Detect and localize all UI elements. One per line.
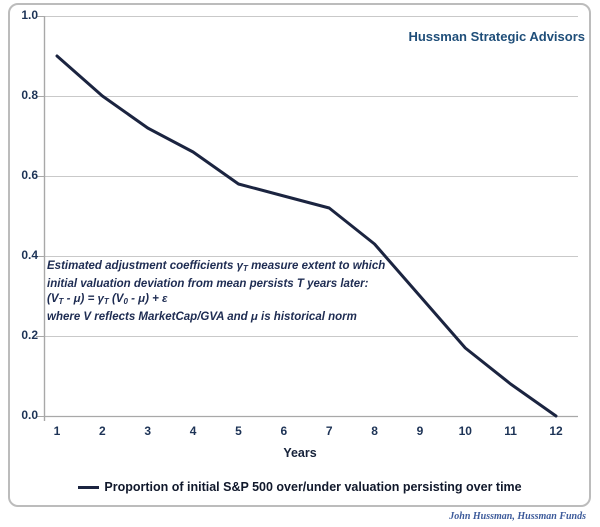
- y-tick-label: 0.8: [21, 88, 38, 102]
- x-tick-label: 5: [235, 424, 242, 438]
- chart-border: [8, 3, 591, 507]
- x-tick-label: 9: [416, 424, 424, 438]
- y-tick-label: 0.0: [21, 408, 38, 422]
- y-tick-label: 1.0: [21, 8, 38, 22]
- x-tick-label: 3: [144, 424, 152, 438]
- annotation-line: Estimated adjustment coefficients γT mea…: [47, 260, 386, 273]
- x-tick-label: 6: [280, 424, 288, 438]
- x-tick-label: 12: [549, 424, 563, 438]
- chart-legend: Proportion of initial S&P 500 over/under…: [0, 480, 600, 494]
- x-axis-title: Years: [283, 446, 317, 460]
- x-tick-label: 8: [371, 424, 378, 438]
- y-tick-label: 0.6: [21, 168, 38, 182]
- brand-label: Hussman Strategic Advisors: [408, 29, 585, 44]
- annotation-text: Estimated adjustment coefficients γT mea…: [47, 259, 397, 325]
- x-tick-label: 7: [325, 424, 333, 438]
- x-tick-label: 4: [189, 424, 197, 438]
- series-line: [55, 54, 558, 418]
- legend-line-sample: [78, 485, 100, 489]
- annotation-line: (VT - μ) = γT (V0 - μ) + ε: [47, 293, 168, 306]
- annotation-line: initial valuation deviation from mean pe…: [47, 277, 369, 290]
- x-tick-label: 2: [99, 424, 106, 438]
- credit-text: John Hussman, Hussman Funds: [449, 511, 586, 522]
- x-tick-label: 11: [504, 424, 517, 438]
- x-tick-label: 1: [53, 424, 61, 438]
- x-tick-label: 10: [458, 424, 472, 438]
- legend-label: Proportion of initial S&P 500 over/under…: [104, 480, 522, 494]
- y-tick-label: 0.4: [21, 248, 38, 262]
- annotation-line: where V reflects MarketCap/GVA and μ is …: [47, 310, 357, 323]
- y-tick-label: 0.2: [21, 328, 38, 342]
